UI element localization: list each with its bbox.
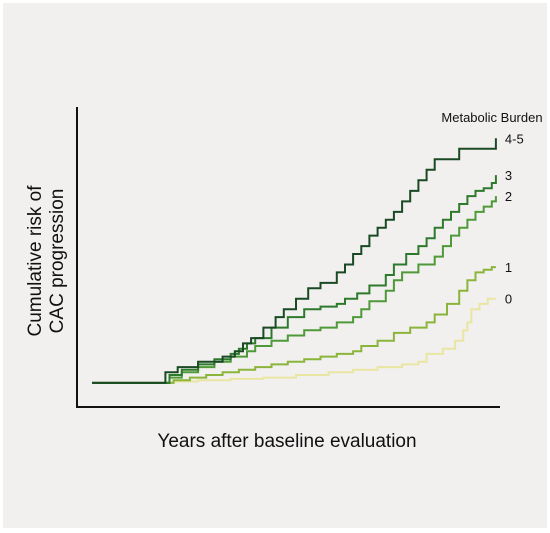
series-line-4-5 — [92, 138, 497, 384]
series-label-2: 2 — [505, 189, 512, 204]
series-label-0: 0 — [505, 292, 512, 307]
series-label-4-5: 4-5 — [505, 131, 524, 146]
series-group — [92, 138, 497, 384]
y-axis-title: Cumulative risk of CAC progression — [25, 185, 68, 337]
series-label-3: 3 — [505, 168, 512, 183]
series-label-group: 0 1 2 3 4-5 — [505, 131, 524, 306]
series-line-1 — [92, 266, 496, 384]
series-line-3 — [92, 175, 497, 384]
series-line-0 — [92, 297, 496, 384]
legend-title: Metabolic Burden — [441, 110, 542, 125]
y-axis-title-line-1: Cumulative risk of — [25, 185, 46, 337]
series-label-1: 1 — [505, 260, 512, 275]
kaplan-meier-chart: 0 1 2 3 4-5 Metabolic Burden Years after bas… — [25, 107, 543, 452]
chart-panel: 0 1 2 3 4-5 Metabolic Burden Years after bas… — [3, 3, 547, 528]
y-axis-title-line-2: CAC progression — [47, 189, 68, 334]
x-axis-title: Years after baseline evaluation — [157, 431, 416, 452]
axes — [76, 107, 500, 408]
